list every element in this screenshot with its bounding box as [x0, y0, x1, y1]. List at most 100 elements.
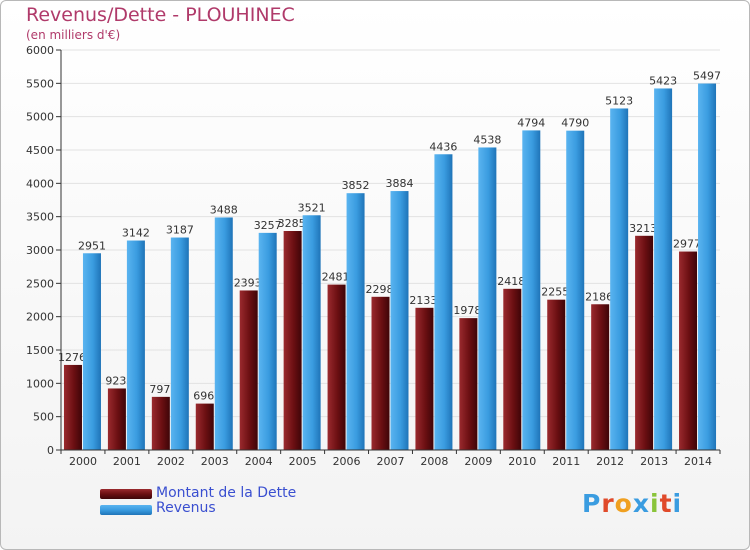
x-tick-label: 2002 [157, 455, 185, 468]
revenue-data-label: 5123 [605, 94, 633, 107]
revenue-data-label: 3142 [122, 227, 150, 240]
revenue-bar [82, 253, 101, 450]
debt-data-label: 2255 [541, 286, 569, 299]
y-tick-label: 3500 [26, 211, 54, 224]
x-tick-label: 2014 [684, 455, 712, 468]
revenue-bar [258, 232, 277, 450]
revenue-bar [390, 191, 409, 451]
y-tick-label: 5500 [26, 77, 54, 90]
revenue-bar [302, 215, 321, 450]
revenue-data-label: 4794 [517, 116, 545, 129]
debt-bar [503, 288, 522, 450]
logo-letter: t [659, 489, 673, 518]
debt-data-label: 696 [193, 390, 214, 403]
debt-bar [327, 284, 346, 450]
revenue-data-label: 4436 [429, 140, 457, 153]
x-tick-label: 2004 [245, 455, 273, 468]
y-tick-label: 2500 [26, 277, 54, 290]
x-tick-label: 2007 [377, 455, 405, 468]
revenue-data-label: 3488 [210, 203, 238, 216]
debt-bar [151, 396, 170, 450]
debt-data-label: 797 [149, 383, 170, 396]
debt-data-label: 2977 [673, 238, 701, 251]
revenue-data-label: 3521 [298, 201, 326, 214]
chart-title: Revenus/Dette - PLOUHINEC [26, 4, 295, 26]
logo-letter: r [601, 489, 615, 518]
y-tick-label: 1500 [26, 344, 54, 357]
y-tick-label: 6000 [26, 44, 54, 57]
x-tick-label: 2010 [508, 455, 536, 468]
debt-bar [459, 318, 478, 450]
revenue-bar [170, 237, 189, 450]
revenue-bar [566, 130, 585, 450]
revenue-bar [214, 217, 233, 450]
debt-data-label: 2418 [497, 275, 525, 288]
debt-bar [547, 299, 566, 450]
debt-data-label: 2481 [322, 271, 350, 284]
revenue-data-label: 5423 [649, 74, 677, 87]
logo-letter: o [614, 489, 633, 518]
debt-data-label: 3213 [629, 222, 657, 235]
x-tick-label: 2012 [596, 455, 624, 468]
y-tick-label: 5000 [26, 111, 54, 124]
revenue-bar [654, 88, 673, 450]
revenue-data-label: 3257 [254, 219, 282, 232]
debt-bar [635, 235, 654, 450]
x-tick-label: 2005 [289, 455, 317, 468]
debt-data-label: 2133 [409, 294, 437, 307]
debt-bar [63, 364, 82, 450]
x-tick-label: 2011 [552, 455, 580, 468]
chart-subtitle: (en milliers d'€) [26, 28, 121, 42]
debt-bar [415, 307, 434, 450]
y-tick-label: 2000 [26, 311, 54, 324]
debt-bar [371, 296, 390, 450]
y-tick-label: 500 [33, 411, 54, 424]
revenue-data-label: 3187 [166, 224, 194, 237]
logo-letter: i [650, 489, 660, 518]
revenue-bar [478, 147, 497, 450]
logo-letter: x [632, 489, 650, 518]
revenue-data-label: 4790 [561, 117, 589, 130]
debt-data-label: 2298 [366, 283, 394, 296]
debt-data-label: 2186 [585, 290, 613, 303]
revenue-bar [522, 130, 541, 450]
debt-bar [591, 304, 610, 450]
revenue-data-label: 3884 [386, 177, 414, 190]
revenue-bar [434, 154, 453, 450]
y-tick-label: 4000 [26, 177, 54, 190]
revenue-bar [610, 108, 629, 450]
revenue-data-label: 3852 [342, 179, 370, 192]
x-tick-label: 2008 [420, 455, 448, 468]
legend-swatch-debt [100, 489, 152, 499]
debt-bar [679, 251, 698, 450]
x-tick-label: 2009 [464, 455, 492, 468]
revenue-bar [126, 240, 145, 450]
debt-data-label: 1276 [58, 351, 86, 364]
revenue-bar [346, 193, 365, 450]
y-tick-label: 1000 [26, 377, 54, 390]
debt-data-label: 1978 [453, 304, 481, 317]
debt-bar [107, 388, 126, 450]
logo-letter: P [582, 489, 602, 518]
legend-label-debt: Montant de la Dette [156, 485, 297, 501]
revenue-data-label: 2951 [78, 239, 106, 252]
revenue-data-label: 4538 [473, 133, 501, 146]
debt-data-label: 3285 [278, 217, 306, 230]
y-tick-label: 3000 [26, 244, 54, 257]
debt-data-label: 2393 [234, 276, 262, 289]
x-tick-label: 2003 [201, 455, 229, 468]
y-tick-label: 4500 [26, 144, 54, 157]
x-tick-label: 2001 [113, 455, 141, 468]
logo-letter: i [672, 489, 683, 518]
debt-data-label: 923 [105, 374, 126, 387]
proxiti-logo: Proxiti [582, 489, 682, 518]
x-tick-label: 2000 [69, 455, 97, 468]
x-tick-label: 2006 [333, 455, 361, 468]
y-tick-label: 0 [47, 444, 54, 457]
x-tick-label: 2013 [640, 455, 668, 468]
debt-bar [239, 290, 258, 450]
revenue-data-label: 5497 [693, 70, 721, 83]
revenue-bar [698, 83, 717, 451]
debt-bar [195, 403, 214, 450]
